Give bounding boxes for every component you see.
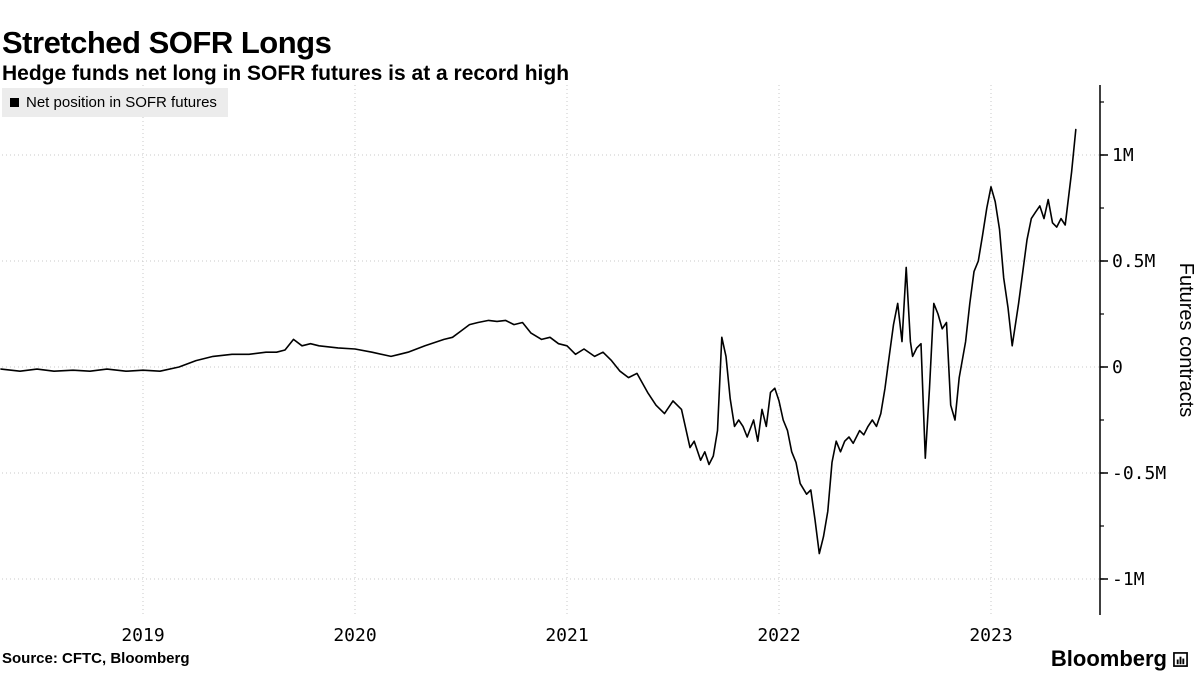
legend-marker-icon bbox=[10, 98, 19, 107]
legend-label: Net position in SOFR futures bbox=[26, 94, 217, 111]
bloomberg-chart-icon bbox=[1173, 651, 1188, 667]
y-axis-title: Futures contracts bbox=[1175, 263, 1197, 418]
x-tick-label: 2022 bbox=[757, 625, 800, 646]
series-line bbox=[0, 128, 1077, 555]
page-subtitle: Hedge funds net long in SOFR futures is … bbox=[2, 62, 570, 86]
x-tick-label: 2020 bbox=[333, 625, 376, 646]
x-tick-label: 2019 bbox=[121, 625, 164, 646]
x-tick-label: 2021 bbox=[545, 625, 588, 646]
y-tick-label: -0.5M bbox=[1112, 463, 1166, 484]
y-tick-label: 1M bbox=[1112, 145, 1134, 166]
y-tick-label: 0.5M bbox=[1112, 251, 1156, 272]
legend: Net position in SOFR futures bbox=[2, 88, 228, 117]
page-title: Stretched SOFR Longs bbox=[2, 24, 332, 60]
y-tick-label: -1M bbox=[1112, 569, 1145, 590]
y-tick-label: 0 bbox=[1112, 357, 1123, 378]
bloomberg-wordmark: Bloomberg bbox=[1050, 646, 1167, 671]
bloomberg-logo: Bloomberg bbox=[1051, 646, 1188, 672]
source-note: Source: CFTC, Bloomberg bbox=[2, 650, 190, 667]
x-tick-label: 2023 bbox=[969, 625, 1012, 646]
